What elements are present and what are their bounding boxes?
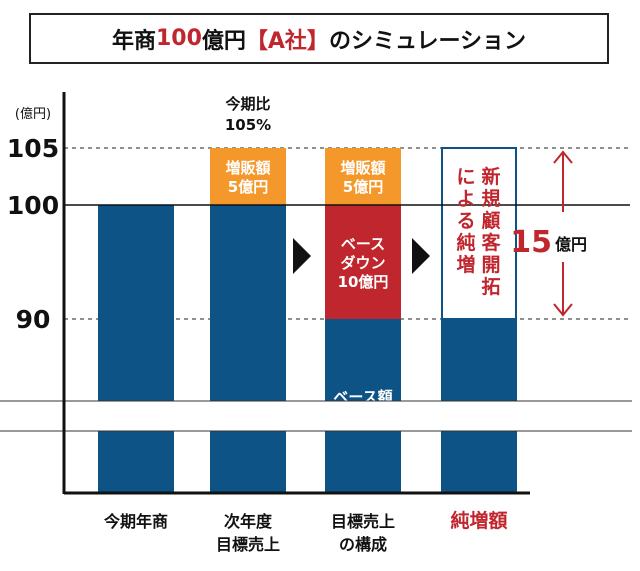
category-label-1-1: 目標売上 (216, 535, 280, 554)
vertical-text-0-4: 開 (481, 254, 500, 276)
vertical-text-1-2: る (456, 210, 475, 232)
vertical-text-0-0: 新 (481, 165, 500, 188)
category-label-2-1: の構成 (339, 535, 387, 554)
vertical-text-0-2: 顧 (481, 209, 500, 232)
arrow-up-icon (553, 150, 573, 164)
chart-title: 年商 100 億円 【A社】 のシミュレーション (29, 13, 609, 64)
bar-3-segment-1 (441, 147, 517, 320)
bar-1-segment-1 (210, 148, 286, 205)
bar-2-segment-2-label-0: 増販額 (340, 159, 385, 177)
vertical-text-0-3: 客 (481, 231, 501, 254)
span-unit: 億円 (555, 235, 587, 254)
arrow-right-icon-2 (412, 238, 430, 274)
title-prefix: 年商 (111, 28, 156, 54)
category-label-2-0: 目標売上 (331, 512, 395, 531)
y-axis-unit-label: (億円) (15, 106, 51, 122)
bar-0-segment-0 (98, 205, 174, 492)
vertical-text-1-4: 増 (456, 253, 475, 276)
vertical-text-1-3: 純 (456, 231, 475, 254)
category-label-1-0: 次年度 (224, 512, 273, 531)
arrow-down-icon (553, 303, 573, 317)
bar-1-segment-1-label-0: 増販額 (225, 159, 270, 177)
category-label-0-0: 今期年商 (103, 512, 168, 531)
bar-2-segment-1-label-2: 10億円 (338, 273, 389, 291)
bar-2-segment-2-label-1: 5億円 (343, 178, 383, 196)
vertical-text-1-0: に (456, 166, 475, 188)
y-tick-105: 105 (7, 134, 59, 163)
vertical-text-0-1: 規 (481, 188, 500, 210)
category-label-3-0: 純増額 (450, 509, 507, 532)
vertical-text-1-1: よ (456, 188, 475, 210)
y-tick-100: 100 (7, 191, 59, 220)
vertical-text-0-5: 拓 (481, 275, 500, 298)
title-unit: 億円 (201, 28, 246, 54)
title-suffix: のシミュレーション (328, 28, 527, 54)
y-tick-90: 90 (16, 305, 51, 334)
title-company: 【A社】 (245, 28, 329, 54)
arrow-right-icon-1 (293, 238, 311, 274)
bar-2-segment-1-label-1: ダウン (340, 254, 385, 272)
span-value: 15 (510, 225, 552, 260)
bar-1-segment-1-label-1: 5億円 (228, 178, 268, 196)
bar-1-segment-0 (210, 205, 286, 492)
ratio-label-1: 105% (225, 116, 271, 134)
bar-2-segment-2 (325, 148, 401, 205)
bar-2-segment-1 (325, 205, 401, 319)
bar-2-segment-1-label-0: ベース (341, 235, 385, 253)
ratio-label-0: 今期比 (224, 95, 270, 113)
title-amount: 100 (155, 26, 202, 51)
axis-break-band (66, 401, 640, 431)
